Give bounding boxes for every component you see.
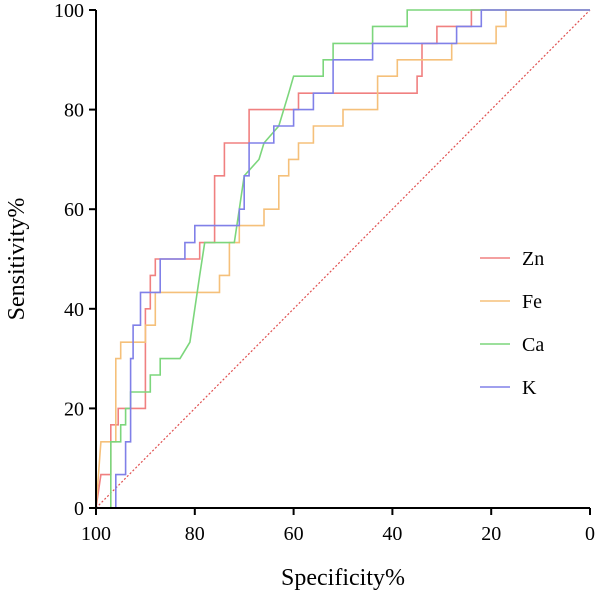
series-line-ca: [96, 9, 590, 509]
x-tick-label: 100: [81, 523, 111, 545]
x-tick-label: 20: [481, 523, 501, 545]
y-tick-label: 80: [64, 100, 84, 122]
x-tick-label: 60: [284, 523, 304, 545]
legend: Zn Fe Ca K: [480, 248, 544, 399]
y-tick-label: 0: [74, 498, 84, 520]
series-line-k: [115, 9, 590, 508]
x-tick-label: 80: [185, 523, 205, 545]
axes: 0 20 40 60 80 100 100 80 60 40 20 0: [54, 0, 595, 545]
x-axis-title: Specificity%: [281, 565, 405, 591]
legend-label-fe: Fe: [522, 291, 542, 313]
series-line-fe: [95, 9, 590, 509]
x-tick-label: 0: [585, 523, 595, 545]
legend-label-ca: Ca: [522, 334, 544, 356]
y-tick-label: 100: [54, 0, 84, 22]
y-axis-title: Sensitivity%: [4, 198, 30, 321]
x-tick-label: 40: [382, 523, 402, 545]
y-tick-label: 20: [64, 398, 84, 420]
plot-area: [95, 9, 591, 509]
legend-label-k: K: [522, 377, 537, 399]
reference-diagonal-line: [95, 9, 591, 509]
legend-label-zn: Zn: [522, 248, 544, 270]
y-tick-label: 60: [64, 199, 84, 221]
y-tick-label: 40: [64, 299, 84, 321]
